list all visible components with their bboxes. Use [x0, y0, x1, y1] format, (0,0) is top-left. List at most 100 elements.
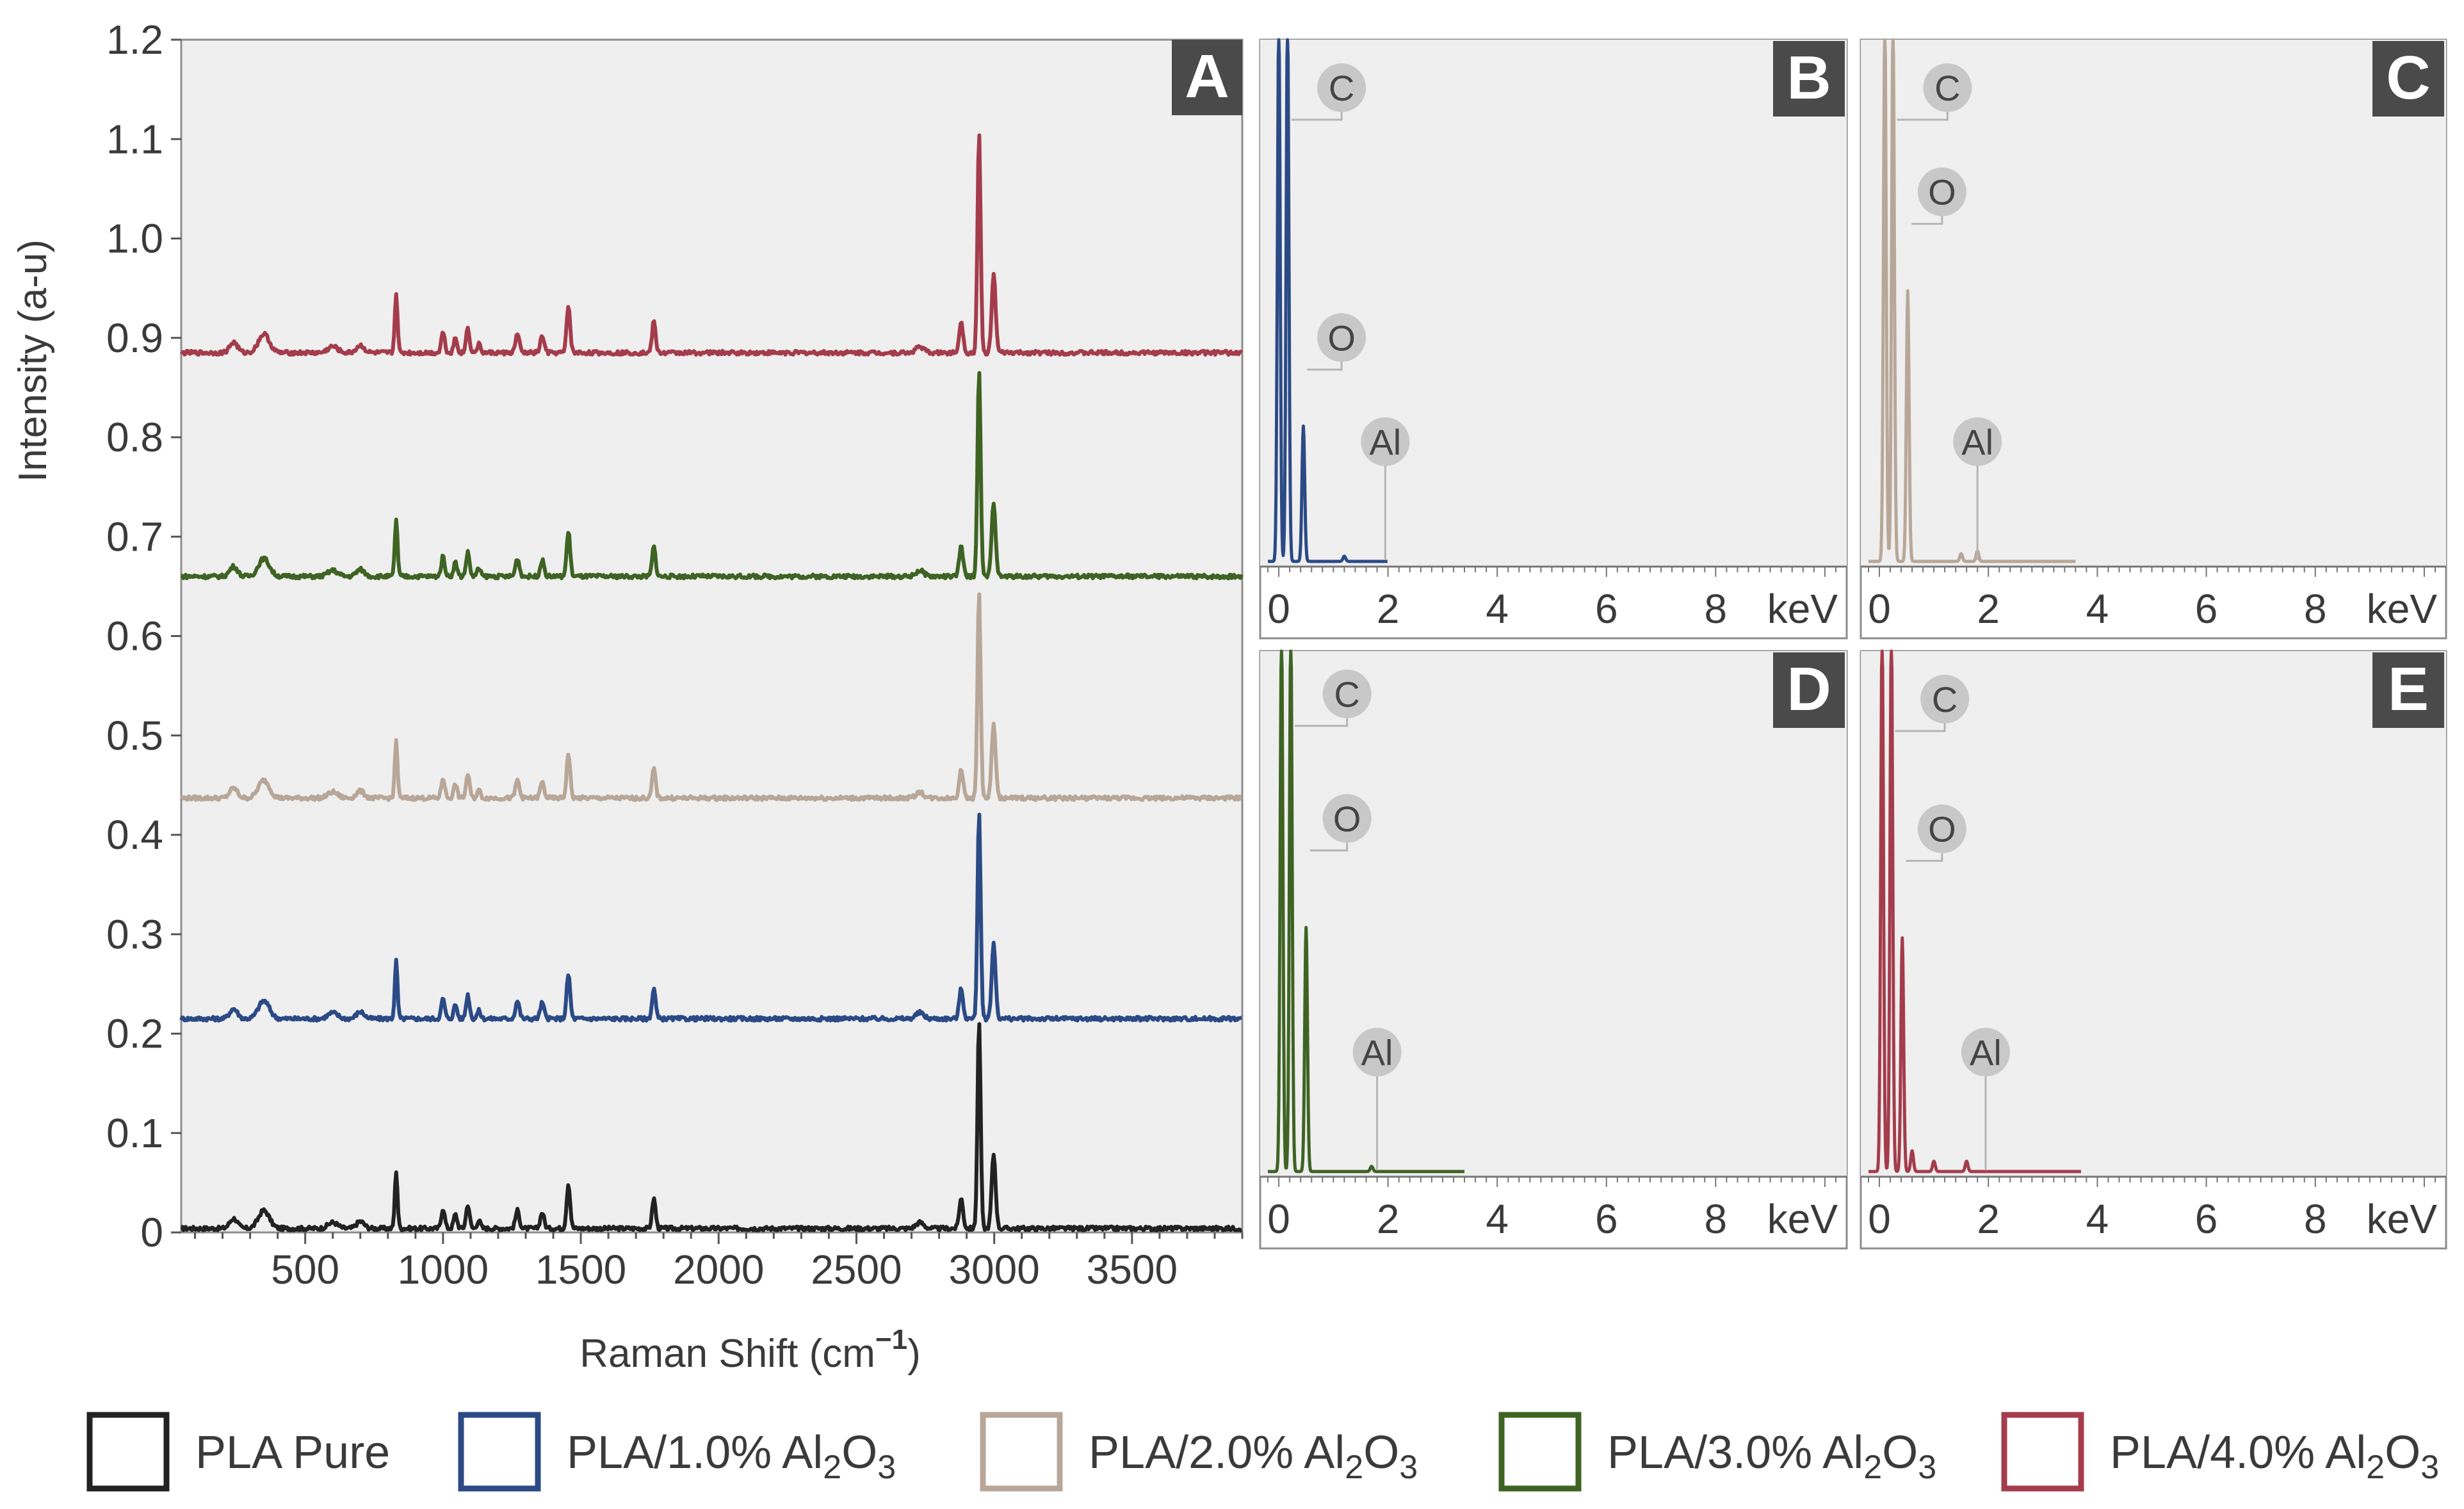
element-label-al: Al: [1369, 422, 1401, 462]
x-tick-label: 6: [1595, 586, 1618, 632]
legend-label-tail: O: [2385, 1427, 2420, 1478]
legend-label-sub2: 3: [1918, 1449, 1936, 1486]
legend-label-tail: O: [841, 1427, 877, 1478]
x-axis-unit: keV: [2367, 586, 2438, 632]
eds-spectrum: [1267, 649, 1466, 1174]
x-tick-label: 0: [1868, 1196, 1891, 1242]
annotation-bubble: [1322, 669, 1372, 718]
element-label-al: Al: [1961, 422, 1993, 462]
legend-label-tail: O: [1363, 1427, 1399, 1478]
panel-plot-area: [1861, 651, 2446, 1177]
x-tick-label: 2: [1377, 1196, 1400, 1242]
panel-e: 0 2 4 6 8 keV C O Al E: [1860, 649, 2447, 1250]
panel-c: 0 2 4 6 8 keV C O Al C: [1860, 38, 2447, 640]
annotation-leader: [1291, 109, 1343, 121]
x-tick-label: 4: [1486, 1196, 1509, 1242]
x-tick-label: 4: [2086, 586, 2109, 632]
legend-label-main: PLA/3.0% Al: [1607, 1427, 1863, 1478]
annotation-bubble: [1917, 804, 1966, 853]
x-tick-label: 2500: [811, 1247, 902, 1293]
panel-letter: B: [1787, 44, 1831, 112]
x-tick-label: 2: [1377, 586, 1400, 632]
y-tick-label: 0.6: [106, 613, 163, 659]
annotation-bubble: [1317, 63, 1366, 113]
legend-label-sub: 2: [823, 1449, 841, 1486]
x-tick-label: 4: [2086, 1196, 2109, 1242]
x-tick-label: 8: [1705, 1196, 1728, 1242]
legend-label-main: PLA Pure: [195, 1427, 390, 1478]
element-label-c: C: [1334, 674, 1359, 714]
x-tick-label: 6: [2195, 586, 2218, 632]
panel-plot-area: [1260, 651, 1847, 1177]
x-axis-unit: keV: [2367, 1196, 2438, 1242]
x-tick-label: 1000: [398, 1247, 489, 1293]
y-tick-label: 1.2: [106, 17, 163, 63]
panel-d: 0 2 4 6 8 keV C O Al D: [1259, 649, 1848, 1250]
legend-label-sub: 2: [2366, 1449, 2385, 1486]
panel-letter: C: [2386, 44, 2430, 112]
annotation-bubble: [1953, 417, 2002, 466]
legend-label-sub: 2: [1345, 1449, 1363, 1486]
x-tick-label: 2000: [673, 1247, 764, 1293]
x-axis-title: Raman Shift (cm−1): [580, 1324, 921, 1376]
legend-label-main: PLA/2.0% Al: [1089, 1427, 1345, 1478]
legend-label-sub: 2: [1863, 1449, 1882, 1486]
series-line-4: [179, 133, 1244, 357]
x-tick-label: 6: [2195, 1196, 2218, 1242]
series-line-1: [179, 812, 1243, 1023]
x-tick-label: 8: [2304, 586, 2327, 632]
annotation-leader: [1911, 213, 1943, 225]
y-axis-title: Intensity (a-u): [11, 239, 55, 482]
legend: PLA Pure PLA/1.0% Al2O3 PLA/2.0% Al2O3 PLA/…: [86, 1412, 2439, 1492]
annotation-leader: [1906, 850, 1943, 862]
x-tick-label: 8: [2304, 1196, 2327, 1242]
element-label-al: Al: [1970, 1032, 2002, 1072]
x-tick-label: 0: [1267, 1196, 1290, 1242]
x-tick-label: 0: [1267, 586, 1290, 632]
x-tick-label: 1500: [535, 1247, 626, 1293]
annotation-bubble: [1961, 1028, 2010, 1077]
legend-label-2: PLA/2.0% Al2O3: [1089, 1427, 1418, 1486]
annotation-bubble: [1361, 417, 1410, 466]
element-label-o: O: [1327, 318, 1356, 358]
panel-plot-area: [1260, 40, 1847, 567]
legend-label-sub2: 3: [1399, 1449, 1418, 1486]
x-axis-unit: keV: [1767, 1196, 1838, 1242]
x-axis-title-main: Raman Shift (cm: [580, 1332, 875, 1376]
element-label-al: Al: [1361, 1032, 1393, 1072]
y-tick-label: 0: [140, 1209, 163, 1255]
annotation-bubble: [1317, 313, 1366, 362]
series-line-2: [179, 592, 1243, 802]
x-axis-title-close: ): [907, 1332, 921, 1376]
legend-label-4: PLA/4.0% Al2O3: [2110, 1427, 2439, 1486]
annotation-bubble: [1920, 674, 1970, 723]
y-tick-label: 0.9: [106, 315, 163, 361]
eds-spectrum: [1867, 38, 2077, 563]
panel-letter: E: [2388, 655, 2429, 723]
panel-plot-area: [1861, 40, 2446, 567]
y-tick-label: 0.8: [106, 414, 163, 460]
annotation-bubble: [1322, 794, 1372, 843]
annotation-leader: [1294, 715, 1349, 727]
x-axis-title-sup: −1: [875, 1324, 907, 1355]
legend-swatch-1: [458, 1412, 541, 1492]
legend-swatch-3: [1498, 1412, 1582, 1492]
y-tick-label: 0.4: [106, 812, 163, 858]
panel-letter-box: [2372, 41, 2444, 117]
element-label-o: O: [1333, 798, 1361, 839]
legend-label-sub2: 3: [877, 1449, 896, 1486]
x-tick-label: 500: [271, 1247, 339, 1293]
y-tick-label: 0.3: [106, 911, 163, 957]
series-line-3: [180, 371, 1244, 581]
element-label-c: C: [1934, 68, 1960, 108]
legend-label-3: PLA/3.0% Al2O3: [1607, 1427, 1936, 1486]
x-tick-label: 3500: [1087, 1247, 1178, 1293]
series-line-0: [180, 1022, 1243, 1232]
legend-swatch-2: [980, 1412, 1063, 1492]
annotation-bubble: [1917, 167, 1966, 216]
y-tick-label: 0.2: [106, 1011, 163, 1057]
legend-label-main: PLA/1.0% Al: [567, 1427, 823, 1478]
panel-letter-box: [2372, 652, 2444, 728]
y-tick-label: 0.1: [106, 1110, 163, 1156]
